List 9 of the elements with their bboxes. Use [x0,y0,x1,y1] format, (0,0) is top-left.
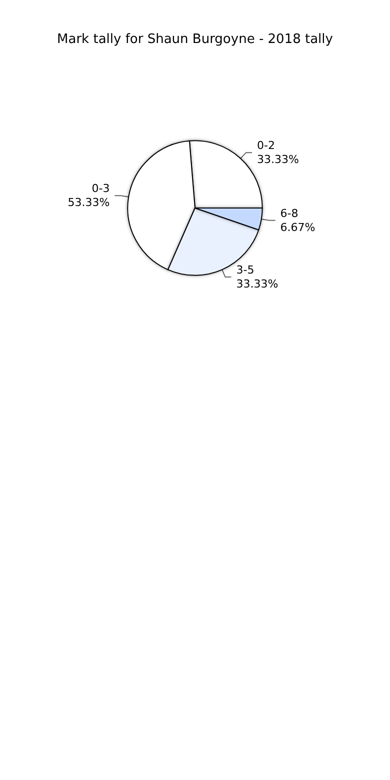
slice-label: 3-5 [236,263,254,276]
data-label: 33.33% [257,153,299,166]
slice-label: 0-3 [92,182,110,196]
slice-label: 0-2 [257,139,275,152]
data-label: 53.33% [68,196,110,210]
slice-label: 6-8 [280,206,298,220]
data-label: 6.67% [280,220,316,234]
data-label: 33.33% [236,277,278,290]
chart-title: Mark tally for Shaun Burgoyne - 2018 tally [57,32,334,47]
